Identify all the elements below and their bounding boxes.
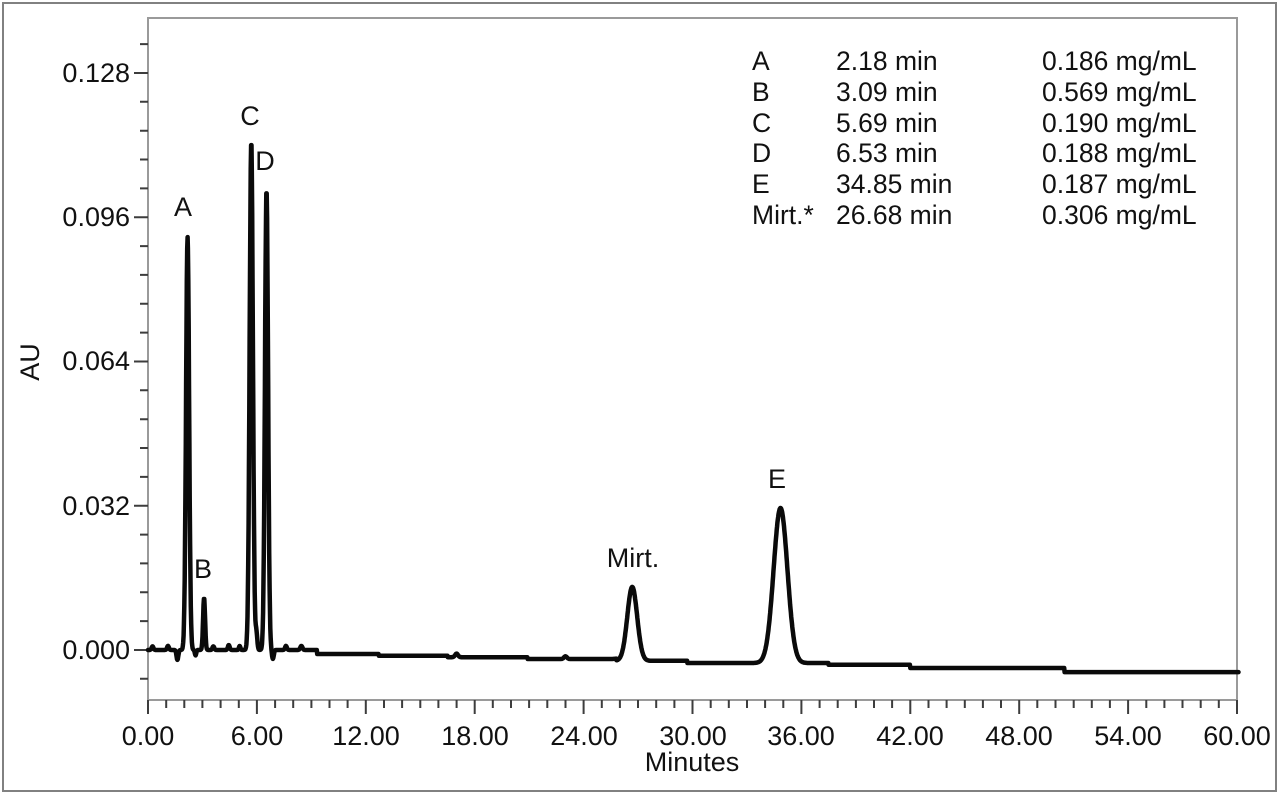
annotation-concentration: 0.187 mg/mL xyxy=(1042,169,1197,200)
annotation-row: E 34.85 min 0.187 mg/mL xyxy=(752,169,1197,200)
peak-label-mirt: Mirt. xyxy=(606,543,660,573)
y-tick-label: 0.128 xyxy=(62,58,130,88)
y-tick-label: 0.032 xyxy=(62,491,130,521)
x-tick-label: 12.00 xyxy=(332,721,400,751)
peak-label-d: D xyxy=(255,146,275,176)
annotation-retention: 6.53 min xyxy=(836,138,938,169)
annotation-component: Mirt.* xyxy=(752,199,814,230)
annotation-concentration: 0.306 mg/mL xyxy=(1042,199,1197,230)
y-tick-label: 0.000 xyxy=(62,635,130,665)
x-tick-label: 0.00 xyxy=(121,721,175,751)
peak-label-b: B xyxy=(193,554,213,584)
annotation-row: C 5.69 min 0.190 mg/mL xyxy=(752,108,1197,139)
peak-label-a: A xyxy=(173,192,193,222)
annotation-retention: 5.69 min xyxy=(836,107,938,138)
annotation-concentration: 0.569 mg/mL xyxy=(1042,76,1197,107)
annotation-row: Mirt.* 26.68 min 0.306 mg/mL xyxy=(752,200,1197,231)
x-tick-label: 60.00 xyxy=(1203,721,1271,751)
annotation-component: C xyxy=(752,107,772,138)
x-tick-label: 30.00 xyxy=(659,721,727,751)
chromatogram-trace xyxy=(145,142,1241,675)
annotation-component: D xyxy=(752,138,772,169)
x-tick-label: 18.00 xyxy=(441,721,509,751)
y-tick-label: 0.064 xyxy=(62,346,130,376)
annotation-concentration: 0.186 mg/mL xyxy=(1042,46,1197,76)
annotation-retention: 2.18 min xyxy=(836,46,938,76)
axis-ticks xyxy=(134,43,1238,714)
x-tick-label: 24.00 xyxy=(550,721,618,751)
annotation-row: B 3.09 min 0.569 mg/mL xyxy=(752,77,1197,108)
x-tick-label: 6.00 xyxy=(230,721,284,751)
annotation-table: A 2.18 min 0.186 mg/mL B 3.09 min 0.569 mg/mL… xyxy=(752,46,1197,231)
annotation-retention: 26.68 min xyxy=(836,199,953,230)
x-tick-label: 54.00 xyxy=(1094,721,1162,751)
x-tick-label: 48.00 xyxy=(985,721,1053,751)
peak-label-e: E xyxy=(767,464,787,494)
x-tick-label: 36.00 xyxy=(767,721,835,751)
x-tick-label: 42.00 xyxy=(876,721,944,751)
annotation-component: E xyxy=(752,169,770,200)
annotation-concentration: 0.188 mg/mL xyxy=(1042,138,1197,169)
annotation-row: A 2.18 min 0.186 mg/mL xyxy=(752,46,1197,77)
annotation-retention: 34.85 min xyxy=(836,169,953,200)
y-tick-label: 0.096 xyxy=(62,202,130,232)
x-axis-title: Minutes xyxy=(644,747,740,777)
annotation-retention: 3.09 min xyxy=(836,76,938,107)
annotation-concentration: 0.190 mg/mL xyxy=(1042,107,1197,138)
annotation-component: B xyxy=(752,76,770,107)
annotation-component: A xyxy=(752,46,770,76)
peak-label-c: C xyxy=(240,101,260,131)
annotation-row: D 6.53 min 0.188 mg/mL xyxy=(752,138,1197,169)
